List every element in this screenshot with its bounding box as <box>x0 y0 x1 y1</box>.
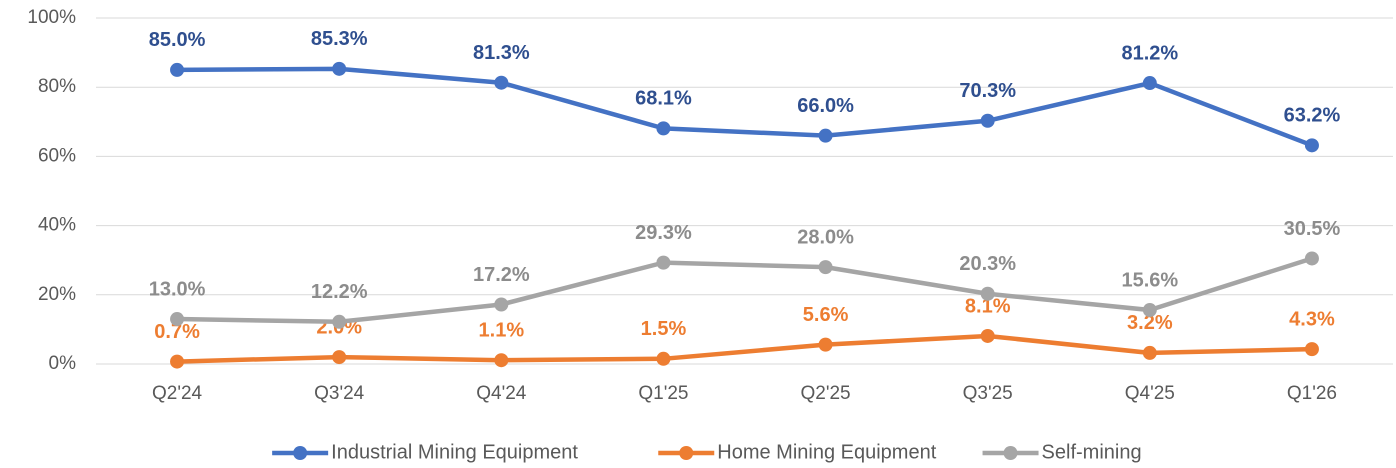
x-tick-label: Q4'24 <box>476 383 527 404</box>
legend-marker <box>679 446 694 460</box>
value-label: 68.1% <box>635 88 692 110</box>
point <box>980 328 995 343</box>
point <box>170 312 185 327</box>
legend-label: Home Mining Equipment <box>717 441 936 463</box>
point <box>494 75 509 90</box>
x-tick-label: Q2'24 <box>152 383 203 404</box>
value-label: 70.3% <box>959 80 1016 102</box>
y-tick-label: 40% <box>38 215 76 236</box>
value-label: 17.2% <box>473 264 530 286</box>
y-tick-label: 80% <box>38 76 76 97</box>
point <box>980 286 995 301</box>
y-tick-label: 60% <box>38 145 76 166</box>
series-line <box>177 66 1313 148</box>
value-label: 63.2% <box>1284 105 1341 127</box>
legend-marker <box>1003 446 1018 460</box>
series-line <box>177 256 1313 325</box>
value-label: 8.1% <box>965 295 1011 317</box>
point <box>332 61 347 76</box>
point <box>332 314 347 329</box>
x-tick-label: Q2'25 <box>801 383 851 404</box>
point <box>170 354 185 369</box>
value-label: 20.3% <box>959 253 1016 275</box>
x-tick-label: Q1'26 <box>1287 383 1337 404</box>
legend-label: Industrial Mining Equipment <box>331 441 578 463</box>
legend-label: Self-mining <box>1042 441 1142 463</box>
point <box>818 128 833 143</box>
value-label: 81.2% <box>1121 42 1178 64</box>
value-label: 1.1% <box>479 319 525 341</box>
value-label: 12.2% <box>311 281 368 303</box>
point <box>494 353 509 368</box>
value-label: 1.5% <box>641 318 687 340</box>
value-label: 81.3% <box>473 42 530 64</box>
point <box>332 350 347 365</box>
point <box>818 337 833 352</box>
point <box>1142 345 1157 360</box>
value-label: 0.7% <box>154 321 200 343</box>
value-label: 30.5% <box>1284 218 1341 240</box>
point <box>494 297 509 312</box>
point <box>1304 342 1319 357</box>
x-tick-label: Q3'25 <box>963 383 1013 404</box>
value-label: 29.3% <box>635 222 692 244</box>
value-label: 85.0% <box>149 29 206 51</box>
point <box>1142 303 1157 318</box>
value-label: 3.2% <box>1127 312 1173 334</box>
series-line <box>177 333 1312 364</box>
value-label: 85.3% <box>311 28 368 50</box>
point <box>1304 138 1319 153</box>
value-label: 15.6% <box>1121 269 1178 291</box>
legend-marker <box>293 446 308 460</box>
x-tick-label: Q3'24 <box>314 383 365 404</box>
value-label: 13.0% <box>149 278 206 300</box>
value-label: 66.0% <box>797 95 854 117</box>
point <box>656 351 671 366</box>
value-label: 5.6% <box>803 304 849 326</box>
point <box>818 260 833 275</box>
x-tick-label: Q1'25 <box>638 383 688 404</box>
point <box>656 121 671 136</box>
x-tick-label: Q4'25 <box>1125 383 1175 404</box>
y-tick-label: 20% <box>38 284 76 305</box>
point <box>170 62 185 77</box>
value-label: 28.0% <box>797 226 854 248</box>
y-tick-label: 0% <box>49 353 77 374</box>
value-label: 4.3% <box>1289 308 1335 330</box>
point <box>1304 251 1319 266</box>
point <box>980 113 995 128</box>
y-tick-label: 100% <box>27 7 76 28</box>
point <box>656 255 671 270</box>
point <box>1142 76 1157 91</box>
